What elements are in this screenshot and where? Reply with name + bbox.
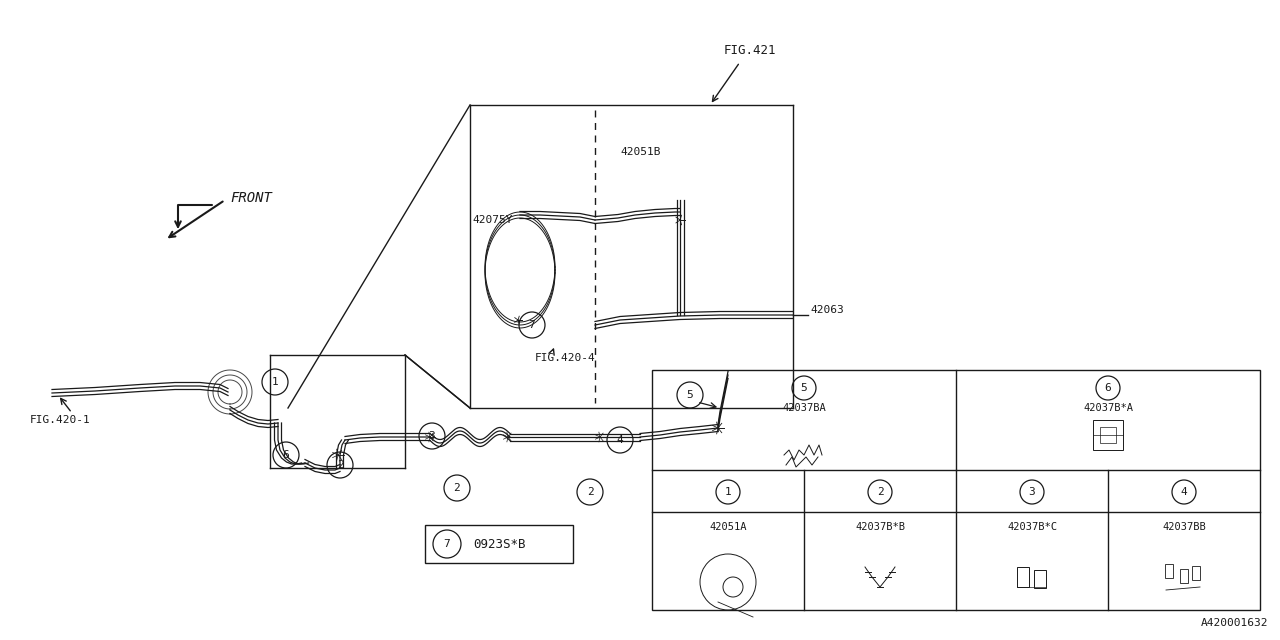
Text: 2: 2	[877, 487, 883, 497]
Text: 2: 2	[337, 460, 343, 470]
Text: A420001632: A420001632	[1201, 618, 1268, 628]
Bar	[1180, 569, 1188, 583]
Bar	[1192, 566, 1201, 580]
Text: FIG.420-4: FIG.420-4	[535, 353, 595, 363]
Text: 2: 2	[453, 483, 461, 493]
Text: 4: 4	[1180, 487, 1188, 497]
Text: 42037B*A: 42037B*A	[1083, 403, 1133, 413]
Text: 0923S*B: 0923S*B	[474, 538, 526, 550]
Bar	[1018, 567, 1029, 587]
Text: 3: 3	[1029, 487, 1036, 497]
Bar	[1093, 420, 1123, 450]
Text: 42037BA: 42037BA	[782, 403, 826, 413]
Text: 2: 2	[586, 487, 594, 497]
Text: FIG.420-1: FIG.420-1	[29, 415, 91, 425]
Bar	[1165, 564, 1172, 578]
Text: 6: 6	[1105, 383, 1111, 393]
Text: FRONT: FRONT	[230, 191, 271, 205]
Text: 5: 5	[686, 390, 694, 400]
Bar	[1100, 427, 1116, 443]
Text: 5: 5	[800, 383, 808, 393]
Bar	[652, 370, 1260, 610]
Bar	[425, 525, 573, 563]
Text: 7: 7	[529, 320, 535, 330]
Text: FIG.421: FIG.421	[723, 44, 776, 56]
Text: 42051A: 42051A	[709, 522, 746, 532]
Text: 42037B*B: 42037B*B	[855, 522, 905, 532]
Text: 42063: 42063	[810, 305, 844, 315]
Text: 7: 7	[444, 539, 451, 549]
Text: 42037B*C: 42037B*C	[1007, 522, 1057, 532]
Text: 1: 1	[271, 377, 278, 387]
Text: 6: 6	[283, 450, 289, 460]
Text: 4: 4	[617, 435, 623, 445]
Text: 42051B: 42051B	[620, 147, 660, 157]
Text: 42075Y: 42075Y	[472, 215, 512, 225]
Text: 1: 1	[724, 487, 731, 497]
Bar	[1034, 570, 1046, 588]
Text: 42037BB: 42037BB	[1162, 522, 1206, 532]
Text: 3: 3	[429, 431, 435, 441]
